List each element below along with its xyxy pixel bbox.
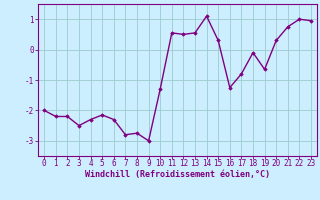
X-axis label: Windchill (Refroidissement éolien,°C): Windchill (Refroidissement éolien,°C) [85, 170, 270, 179]
